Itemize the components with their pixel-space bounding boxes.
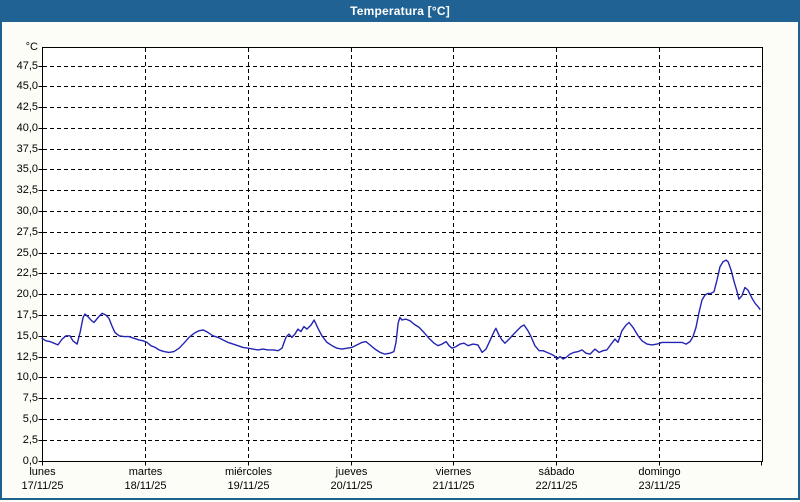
y-axis-tick-label: 45,0: [16, 80, 38, 92]
y-axis-tick-label: 37,5: [16, 143, 38, 155]
x-axis-day-name: viernes: [435, 466, 472, 478]
x-axis-day-name: jueves: [335, 466, 368, 478]
x-axis-day-name: miércoles: [224, 466, 273, 478]
window-title: Temperatura [°C]: [350, 4, 450, 18]
y-axis-tick-label: 12,5: [16, 351, 38, 363]
y-axis-tick-label: 40,0: [16, 122, 38, 134]
x-axis-date: 21/11/25: [432, 480, 475, 492]
y-axis-unit-label: °C: [25, 41, 38, 53]
temperature-line: [41, 259, 761, 360]
y-axis-tick-label: 17,5: [16, 309, 38, 321]
y-axis-tick-label: 15,0: [16, 330, 38, 342]
x-axis-day-name: lunes: [29, 466, 56, 478]
x-axis-date: 17/11/25: [21, 480, 64, 492]
y-axis-tick-label: 20,0: [16, 288, 38, 300]
y-axis-tick-label: 27,5: [16, 226, 38, 238]
y-axis-tick-label: 25,0: [16, 247, 38, 259]
y-axis-tick-label: 30,0: [16, 205, 38, 217]
y-axis-tick-label: 32,5: [16, 184, 38, 196]
x-axis-day-name: martes: [128, 466, 163, 478]
y-axis-tick-label: 42,5: [16, 101, 38, 113]
x-axis-date: 18/11/25: [124, 480, 167, 492]
y-axis-tick-label: 35,0: [16, 163, 38, 175]
y-axis-tick-label: 0,0: [22, 455, 38, 467]
y-axis-tick-label: 2,5: [22, 434, 38, 446]
y-axis-tick-label: 22,5: [16, 267, 38, 279]
window-titlebar[interactable]: Temperatura [°C]: [0, 0, 800, 22]
y-axis-tick-label: 10,0: [16, 371, 38, 383]
y-axis-tick-label: 5,0: [22, 413, 38, 425]
plot-frame: [42, 47, 763, 462]
x-axis-day-name: domingo: [638, 466, 681, 478]
x-axis-date: 23/11/25: [638, 480, 681, 492]
x-axis-day-name: sábado: [538, 466, 575, 478]
y-axis-tick-label: 47,5: [16, 60, 38, 72]
x-axis-date: 19/11/25: [227, 480, 270, 492]
y-axis-tick-label: 7,5: [22, 392, 38, 404]
x-axis-date: 20/11/25: [330, 480, 373, 492]
x-axis-date: 22/11/25: [535, 480, 578, 492]
